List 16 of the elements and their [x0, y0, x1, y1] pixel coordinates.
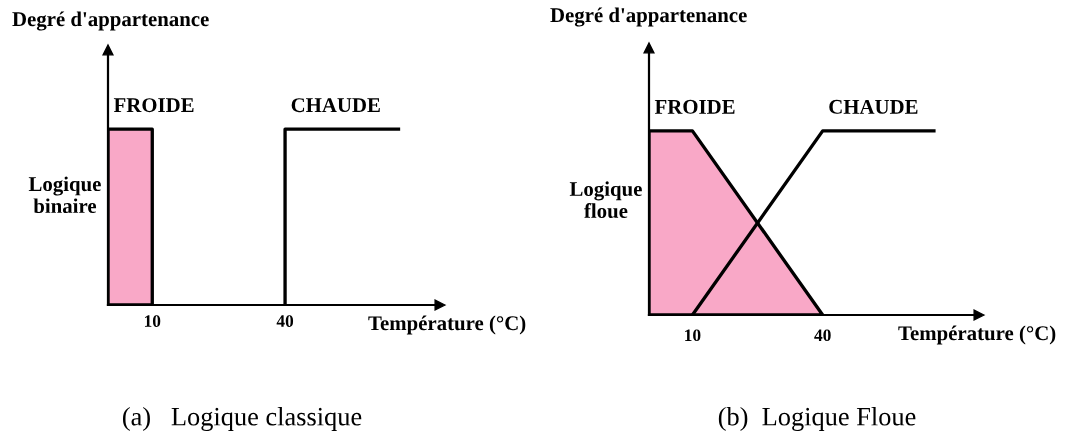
x-tick-label: 10 — [685, 329, 701, 342]
x-tick-label: 40 — [814, 329, 831, 342]
x-tick-label: 10 — [144, 315, 161, 327]
text: Logique floue — [569, 181, 642, 219]
text: (b) Logique Floue — [718, 407, 916, 431]
x-axis-title: Température (°C) — [898, 325, 1056, 345]
y-axis-title: Degré d'appartenance — [550, 7, 747, 27]
series-label: FROIDE — [113, 98, 194, 113]
text: Logique binaire — [28, 176, 101, 214]
series-label: FROIDE — [654, 99, 735, 114]
y-axis-title: Degré d'appartenance — [12, 11, 209, 31]
x-axis-title: Température (°C) — [368, 315, 526, 335]
x-tick-label: 40 — [276, 315, 294, 327]
text: (a) Logique classique — [122, 407, 362, 431]
series-label: CHAUDE — [829, 99, 918, 114]
series-label: CHAUDE — [291, 98, 380, 113]
